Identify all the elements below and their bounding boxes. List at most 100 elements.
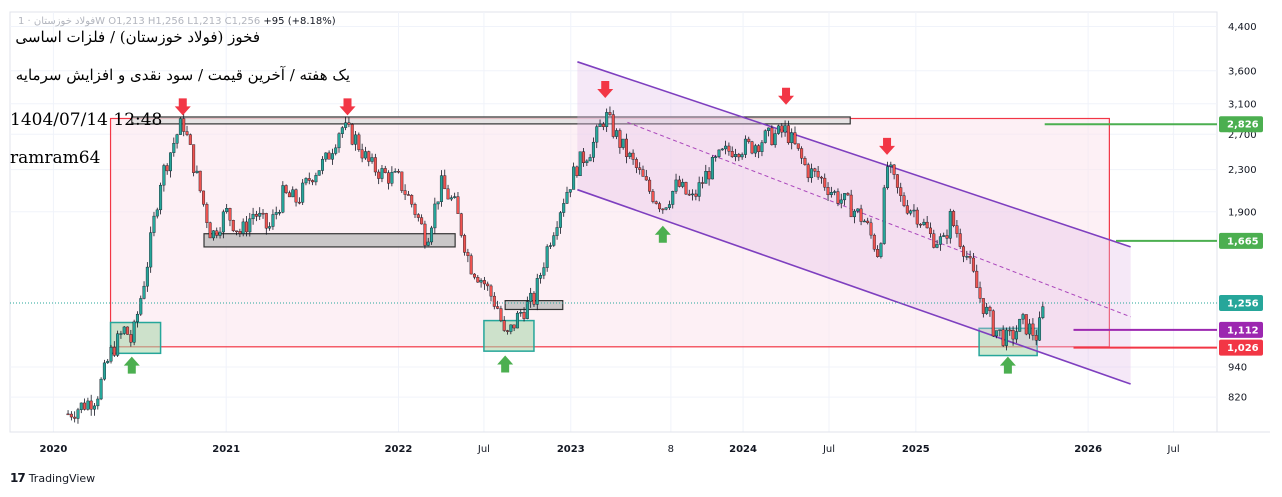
candle-body bbox=[585, 160, 589, 164]
candle-body bbox=[482, 280, 486, 285]
candle-body bbox=[1038, 317, 1042, 341]
candle-body bbox=[69, 413, 73, 418]
candle-body bbox=[872, 234, 876, 250]
candle-body bbox=[387, 172, 391, 184]
candle-body bbox=[998, 329, 1002, 331]
candle-body bbox=[634, 159, 638, 168]
candle-body bbox=[687, 193, 691, 196]
candle-body bbox=[116, 333, 120, 356]
candle-body bbox=[899, 187, 903, 196]
candle-body bbox=[211, 230, 215, 239]
price-tag bbox=[1219, 232, 1263, 249]
candle-body bbox=[671, 191, 675, 205]
candle-body bbox=[608, 112, 612, 115]
candle-body bbox=[876, 249, 880, 257]
candle-body bbox=[958, 233, 962, 247]
y-tick-label: 820 bbox=[1228, 393, 1247, 404]
candle-body bbox=[264, 213, 268, 229]
candle-body bbox=[168, 152, 172, 172]
x-tick-label: 2025 bbox=[902, 444, 930, 455]
candle-body bbox=[981, 298, 985, 314]
candle-body bbox=[172, 143, 176, 153]
candle-body bbox=[109, 346, 113, 362]
candle-body bbox=[112, 346, 116, 356]
candle-body bbox=[684, 181, 688, 195]
candle-body bbox=[978, 287, 982, 299]
candle-body bbox=[347, 122, 351, 125]
candle-body bbox=[258, 212, 262, 217]
candle-body bbox=[370, 157, 374, 162]
candle-body bbox=[453, 196, 457, 198]
candle-body bbox=[631, 152, 635, 160]
candle-body bbox=[311, 180, 315, 183]
ohlc-legend: فولاد خوزستان · 1W O1,213 H1,256 L1,213 … bbox=[18, 16, 336, 27]
candle-body bbox=[545, 246, 549, 268]
candle-body bbox=[410, 194, 414, 205]
candle-body bbox=[664, 207, 668, 210]
candle-body bbox=[707, 171, 711, 180]
candle-body bbox=[806, 164, 810, 179]
candle-body bbox=[489, 285, 493, 297]
y-tick-label: 3,100 bbox=[1228, 99, 1257, 110]
candle-body bbox=[291, 189, 295, 198]
candle-body bbox=[92, 405, 96, 410]
candle-body bbox=[952, 211, 956, 226]
candle-body bbox=[350, 124, 354, 145]
x-tick-label: Jul bbox=[822, 444, 835, 455]
price-tag-label: 1,665 bbox=[1227, 236, 1259, 247]
candle-body bbox=[1014, 331, 1018, 340]
candle-body bbox=[826, 187, 830, 196]
candle-body bbox=[519, 312, 523, 314]
candle-body bbox=[922, 221, 926, 225]
candle-body bbox=[132, 321, 136, 343]
candle-body bbox=[611, 114, 615, 137]
candle-body bbox=[317, 170, 321, 176]
candle-body bbox=[674, 179, 678, 192]
up-arrow-icon bbox=[123, 356, 140, 374]
candle-body bbox=[215, 230, 219, 236]
candle-body bbox=[730, 151, 734, 158]
candle-body bbox=[753, 145, 757, 154]
candle-body bbox=[126, 326, 130, 335]
channel-fill bbox=[577, 61, 1131, 385]
axes-layer: 820 940 1,900 2,300 2,700 3,100 3,600 4,400 2,82… bbox=[10, 22, 1270, 455]
candle-body bbox=[783, 125, 787, 133]
candle-body bbox=[704, 171, 708, 184]
candle-body bbox=[522, 312, 526, 319]
support-zone-gray-0 bbox=[203, 233, 456, 248]
candle-body bbox=[492, 295, 496, 307]
candle-body bbox=[879, 243, 883, 257]
candle-body bbox=[819, 176, 823, 179]
candle-body bbox=[823, 177, 827, 188]
candle-body bbox=[988, 306, 992, 312]
candle-body bbox=[621, 138, 625, 148]
candle-body bbox=[644, 176, 648, 181]
candle-body bbox=[942, 235, 946, 237]
candle-body bbox=[301, 182, 305, 203]
candle-body bbox=[829, 192, 833, 196]
candle-body bbox=[591, 141, 595, 158]
candle-body bbox=[208, 222, 212, 239]
candle-body bbox=[373, 157, 377, 173]
candle-body bbox=[641, 169, 645, 177]
candle-body bbox=[889, 164, 893, 167]
candle-body bbox=[681, 181, 685, 187]
candle-body bbox=[539, 275, 543, 279]
tradingview-logo[interactable]: 17 TradingView bbox=[10, 471, 95, 485]
candle-body bbox=[202, 190, 206, 205]
x-tick-label: 2021 bbox=[212, 444, 240, 455]
candles-layer bbox=[66, 106, 1045, 424]
candle-body bbox=[833, 191, 837, 193]
candle-body bbox=[83, 402, 87, 410]
candle-body bbox=[182, 118, 186, 132]
channel-mid-line bbox=[627, 121, 1131, 318]
candle-body bbox=[938, 236, 942, 245]
candle-body bbox=[486, 283, 490, 287]
candle-body bbox=[562, 203, 566, 213]
candle-body bbox=[661, 208, 665, 211]
candle-body bbox=[945, 235, 949, 239]
candle-body bbox=[377, 171, 381, 179]
accumulation-zone-1 bbox=[483, 319, 535, 352]
candle-body bbox=[449, 197, 453, 200]
